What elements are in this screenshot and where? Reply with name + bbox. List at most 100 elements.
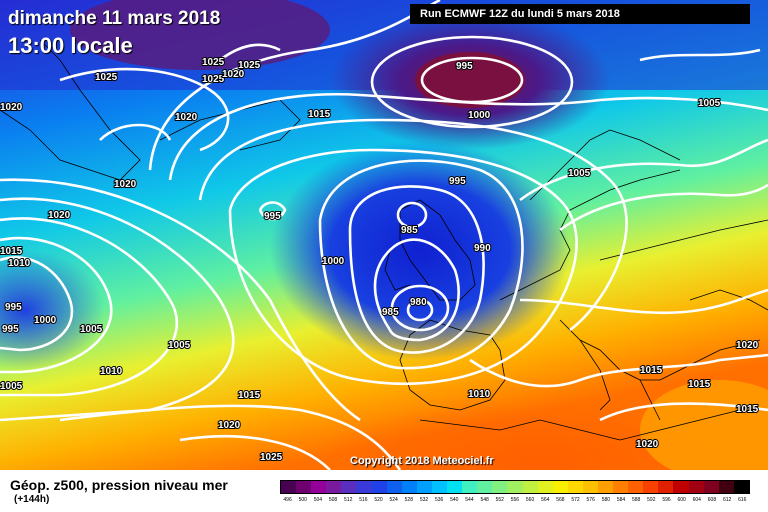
isobar-label: 1000: [322, 256, 345, 267]
isobar-label: 1000: [34, 315, 57, 326]
scale-value: 564: [541, 497, 550, 503]
scale-swatch: [416, 481, 432, 493]
scale-value: 596: [662, 497, 671, 503]
color-scale-labels: 496 500 504 508 512 516 520 524 528 532 536 540 544 5…: [280, 497, 750, 509]
scale-value: 496: [283, 497, 292, 503]
scale-value: 560: [525, 497, 535, 503]
scale-swatch: [673, 481, 689, 493]
scale-value: 516: [359, 497, 368, 503]
scale-swatch: [462, 481, 478, 493]
scale-swatch: [613, 481, 629, 493]
isobar-label: 1020: [222, 69, 245, 80]
isobar-label: 990: [474, 243, 491, 254]
isobar-label: 1020: [175, 112, 198, 123]
isobar-label: 1025: [260, 452, 283, 463]
copyright: Copyright 2018 Meteociel.fr: [350, 455, 494, 467]
lead-time: (+144h): [14, 494, 50, 505]
isobar-label: 1020: [0, 102, 23, 113]
scale-swatch: [718, 481, 734, 493]
scale-value: 604: [692, 497, 701, 503]
isobar-label: 985: [382, 307, 399, 318]
isobar-label: 1005: [568, 168, 591, 179]
scale-swatch: [401, 481, 417, 493]
scale-value: 552: [495, 497, 504, 503]
isobar-label: 1010: [100, 366, 123, 377]
scale-value: 540: [450, 497, 459, 503]
scale-swatch: [582, 481, 598, 493]
isobar-label: 995: [456, 61, 473, 72]
scale-swatch: [733, 481, 749, 493]
scale-swatch: [431, 481, 448, 493]
scale-value: 544: [465, 497, 474, 503]
scale-value: 600: [677, 497, 686, 503]
scale-value: 524: [389, 497, 398, 503]
scale-swatch: [371, 481, 387, 493]
field-label: Géop. z500, pression niveau mer: [10, 477, 228, 493]
scale-value: 512: [344, 497, 353, 503]
model-run-label: Run ECMWF 12Z du lundi 5 mars 2018: [410, 4, 750, 24]
scale-swatch: [356, 481, 372, 493]
scale-value: 536: [434, 497, 444, 503]
scale-swatch: [537, 481, 553, 493]
isobar-label: 1020: [48, 210, 71, 221]
scale-swatch: [341, 481, 357, 493]
isobar-label: 1000: [468, 110, 491, 121]
isobar-label: 1015: [0, 246, 23, 257]
isobar-label: 1025: [95, 72, 118, 83]
scale-value: 572: [571, 497, 580, 503]
isobar-label: 1005: [168, 340, 191, 351]
isobar-label: 985: [401, 225, 418, 236]
isobar-label: 995: [449, 176, 466, 187]
scale-swatch: [703, 481, 719, 493]
isobar-labels: 1025 1025 1025 1020 1025 1025 1020 1020 …: [0, 56, 760, 464]
isobar-label: 1005: [698, 98, 721, 109]
isobar-label: 1025: [238, 60, 261, 71]
scale-value: 580: [601, 497, 611, 503]
scale-swatch: [281, 481, 297, 493]
isobar-label: 1015: [640, 365, 663, 376]
isobar-label: 1015: [308, 109, 331, 120]
isobar-label: 1020: [736, 340, 759, 351]
scale-swatch: [386, 481, 402, 493]
isobar-label: 1010: [8, 258, 31, 269]
scale-value: 568: [556, 497, 565, 503]
isobar-label: 1015: [238, 390, 261, 401]
color-scale: [280, 480, 750, 494]
isobar-label: 1005: [0, 381, 23, 392]
scale-value: 588: [632, 497, 641, 503]
isobar-label: 1015: [688, 379, 711, 390]
scale-value: 504: [313, 497, 323, 503]
scale-swatch: [477, 481, 493, 493]
isobar-label: 995: [2, 324, 19, 335]
scale-swatch: [447, 481, 463, 493]
isobar-label: 1005: [80, 324, 103, 335]
isobar-label: 1025: [202, 57, 225, 68]
scale-swatch: [507, 481, 523, 493]
scale-value: 584: [616, 497, 626, 503]
scale-swatch: [522, 481, 538, 493]
forecast-date: dimanche 11 mars 2018: [8, 8, 221, 29]
scale-swatch: [597, 481, 614, 493]
isobar-label: 1010: [468, 389, 491, 400]
scale-value: 608: [707, 497, 717, 503]
isobar-label: 1020: [636, 439, 659, 450]
isobars: [219, 43, 761, 62]
scale-swatch: [326, 481, 342, 493]
forecast-time: 13:00 locale: [8, 33, 133, 58]
isobar-label: 995: [264, 211, 281, 222]
scale-value: 592: [647, 497, 656, 503]
isobar-label: 1015: [736, 404, 759, 415]
weather-map: 1025 1025 1025 1020 1025 1025 1020 1020 …: [0, 0, 768, 470]
scale-swatch: [567, 481, 583, 493]
scale-value: 548: [480, 497, 489, 503]
scale-value: 508: [328, 497, 338, 503]
scale-value: 556: [510, 497, 520, 503]
scale-swatch: [658, 481, 674, 493]
scale-value: 528: [404, 497, 413, 503]
scale-swatch: [643, 481, 659, 493]
scale-value: 500: [298, 497, 307, 503]
isobar-label: 980: [410, 297, 427, 308]
scale-swatch: [552, 481, 568, 493]
isobar-label: 995: [5, 302, 22, 313]
scale-swatch: [492, 481, 508, 493]
